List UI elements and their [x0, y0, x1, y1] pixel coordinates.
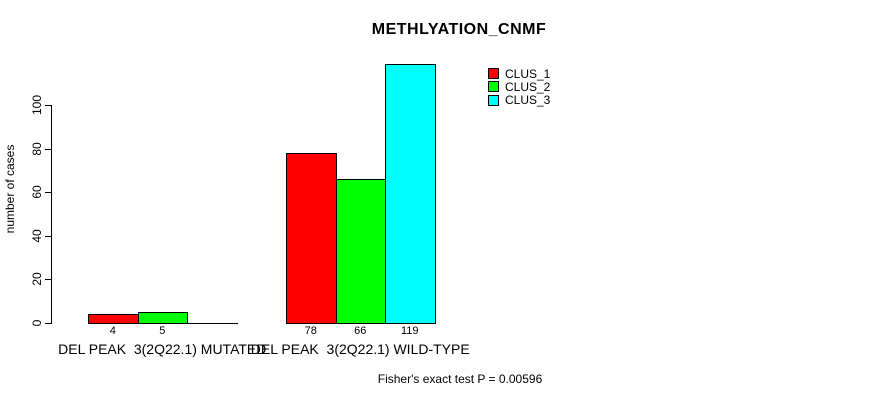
legend-swatch-clus_2 — [488, 81, 499, 93]
bar-clus_3 — [385, 63, 436, 324]
y-axis-tick-label: 60 — [30, 185, 44, 199]
legend-label: CLUS_3 — [505, 93, 551, 108]
chart-title: METHLYATION_CNMF — [371, 21, 547, 38]
y-axis-tick-label: 40 — [30, 229, 44, 243]
y-axis-line — [51, 105, 52, 324]
bar-clus_1 — [286, 152, 337, 324]
bar-value-label: 5 — [159, 325, 166, 337]
y-axis-tick-label: 0 — [30, 319, 44, 327]
legend-swatch-clus_1 — [488, 68, 499, 79]
y-axis-label: number of cases — [3, 144, 17, 234]
annotation-text: Fisher's exact test P = 0.00596 — [377, 372, 543, 386]
category-label: DEL PEAK 3(2Q22.1) MUTATED — [58, 341, 267, 357]
legend-label: CLUS_1 — [505, 66, 551, 81]
bar-clus_1 — [88, 314, 139, 324]
bar-value-label: 66 — [354, 325, 367, 337]
y-axis-tick — [45, 105, 52, 106]
bar-value-label: 4 — [109, 325, 116, 337]
bar-clus_2 — [335, 179, 386, 324]
y-axis-tick — [45, 323, 52, 324]
legend-swatch-clus_3 — [488, 94, 499, 106]
y-axis-tick — [45, 279, 52, 281]
bar-value-label: 78 — [304, 325, 317, 337]
y-axis-tick-label: 100 — [30, 94, 44, 116]
bar-clus_3-zero — [187, 323, 238, 324]
y-axis-tick — [45, 235, 52, 237]
category-label: DEL PEAK 3(2Q22.1) WILD-TYPE — [250, 341, 470, 357]
bar-value-label: 119 — [400, 325, 419, 337]
y-axis-tick-label: 80 — [30, 141, 44, 156]
legend-label: CLUS_2 — [505, 79, 551, 94]
y-axis-tick — [45, 148, 52, 150]
bar-clus_2 — [137, 312, 188, 324]
y-axis-tick — [45, 192, 52, 194]
y-axis-tick-label: 20 — [30, 272, 44, 287]
